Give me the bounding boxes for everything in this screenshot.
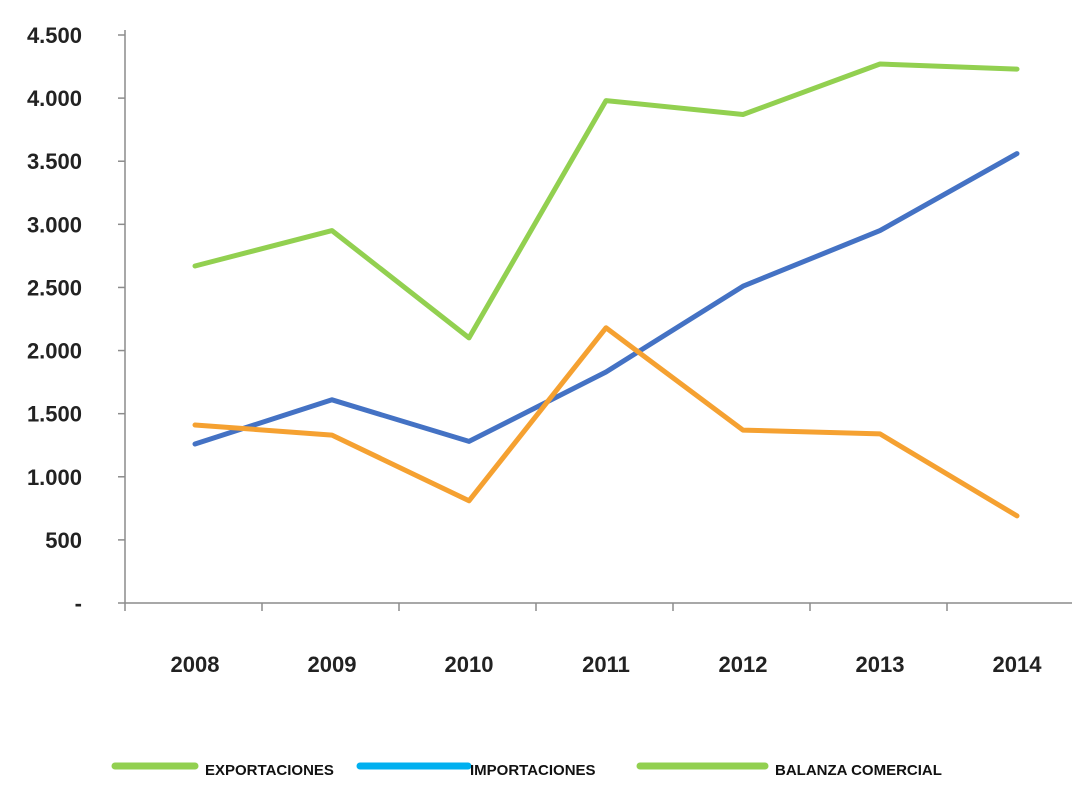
y-tick-label: 3.500 bbox=[27, 149, 82, 174]
y-axis-tick-labels: - 500 1.000 1.500 2.000 2.500 3.000 3.500 4.000 4… bbox=[27, 23, 82, 616]
x-axis-tick-labels: 2008 2009 2010 2011 2012 2013 2014 bbox=[171, 652, 1043, 677]
series-line-exportaciones bbox=[192, 61, 1020, 341]
y-tick-label: 3.000 bbox=[27, 212, 82, 237]
x-tick-label: 2010 bbox=[445, 652, 494, 677]
legend-label-importaciones: IMPORTACIONES bbox=[470, 762, 596, 779]
x-tick-label: 2008 bbox=[171, 652, 220, 677]
x-tick-label: 2011 bbox=[582, 652, 630, 677]
legend-label-balanza-comercial: BALANZA COMERCIAL bbox=[775, 762, 942, 779]
y-tick-label: 1.500 bbox=[27, 402, 82, 427]
y-tick-label: 2.500 bbox=[27, 275, 82, 300]
y-tick-label: 500 bbox=[45, 528, 82, 553]
y-tick-label: 4.500 bbox=[27, 23, 82, 48]
chart-axes bbox=[118, 30, 1072, 611]
y-tick-label: 4.000 bbox=[27, 86, 82, 111]
legend-label-exportaciones: EXPORTACIONES bbox=[205, 762, 334, 779]
legend: EXPORTACIONES IMPORTACIONES BALANZA COMERC… bbox=[111, 762, 942, 779]
x-tick-label: 2012 bbox=[719, 652, 768, 677]
x-tick-label: 2009 bbox=[308, 652, 357, 677]
y-tick-label: 2.000 bbox=[27, 339, 82, 364]
x-tick-label: 2014 bbox=[993, 652, 1043, 677]
y-tick-label: 1.000 bbox=[27, 465, 82, 490]
series-line-balanza-comercial bbox=[192, 325, 1020, 519]
series-lines bbox=[192, 61, 1020, 519]
x-tick-label: 2013 bbox=[856, 652, 905, 677]
series-line-importaciones bbox=[192, 151, 1020, 447]
y-tick-label: - bbox=[75, 591, 82, 616]
